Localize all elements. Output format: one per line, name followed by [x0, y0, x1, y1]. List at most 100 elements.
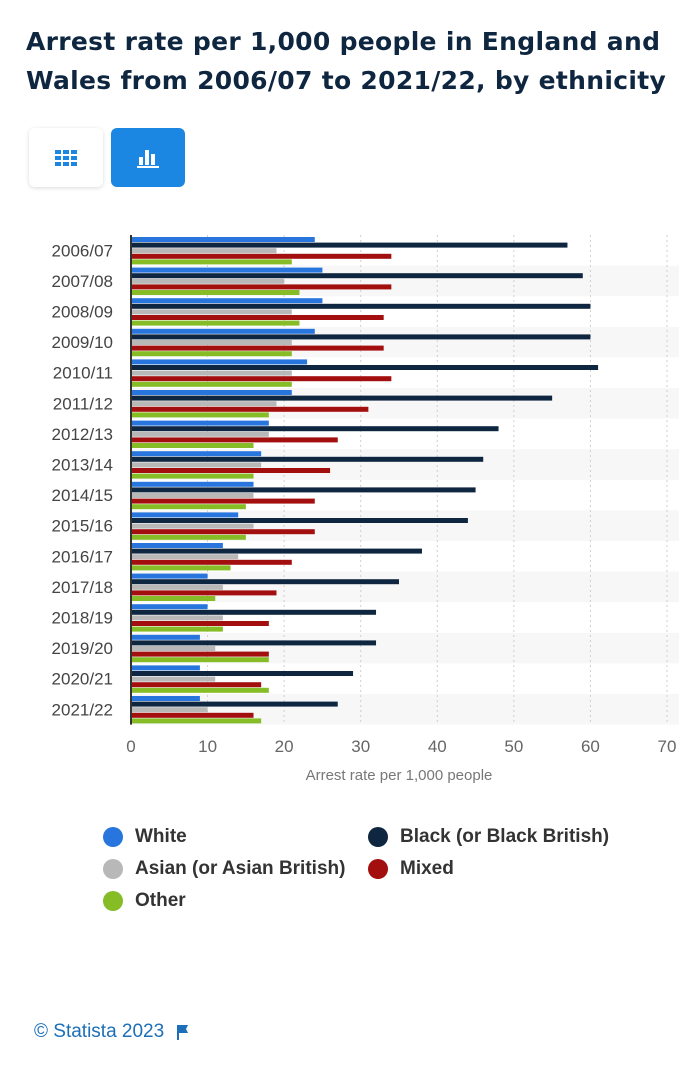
- bar-mixed[interactable]: [131, 498, 315, 504]
- bar-black[interactable]: [131, 273, 583, 279]
- bar-black[interactable]: [131, 487, 476, 493]
- bar-asian[interactable]: [131, 278, 285, 284]
- bar-mixed[interactable]: [131, 559, 292, 565]
- bar-mixed[interactable]: [131, 406, 369, 412]
- bar-mixed[interactable]: [131, 682, 262, 688]
- y-tick-label: 2014/15: [52, 486, 113, 505]
- bar-mixed[interactable]: [131, 345, 384, 351]
- bar-mixed[interactable]: [131, 376, 392, 382]
- bar-white[interactable]: [131, 573, 208, 579]
- bar-white[interactable]: [131, 267, 323, 273]
- legend-swatch: [103, 827, 123, 847]
- y-tick-label: 2012/13: [52, 425, 113, 444]
- bar-black[interactable]: [131, 365, 599, 370]
- bar-black[interactable]: [131, 671, 354, 676]
- bar-other[interactable]: [131, 473, 254, 479]
- bar-white[interactable]: [131, 634, 200, 640]
- bar-white[interactable]: [131, 390, 292, 395]
- y-tick-label: 2011/12: [53, 394, 113, 413]
- bar-asian[interactable]: [131, 523, 254, 529]
- bar-white[interactable]: [131, 665, 200, 671]
- y-tick-label: 2006/07: [52, 241, 113, 260]
- bar-white[interactable]: [131, 328, 315, 334]
- bar-mixed[interactable]: [131, 284, 392, 290]
- bar-asian[interactable]: [131, 493, 254, 498]
- bar-black[interactable]: [131, 579, 399, 585]
- bar-asian[interactable]: [131, 431, 269, 437]
- bar-asian[interactable]: [131, 401, 277, 407]
- bar-white[interactable]: [131, 604, 208, 610]
- bar-white[interactable]: [131, 298, 323, 304]
- bar-other[interactable]: [131, 718, 262, 724]
- bar-asian[interactable]: [131, 615, 223, 621]
- bar-black[interactable]: [131, 548, 422, 554]
- bar-black[interactable]: [131, 395, 553, 401]
- bar-asian[interactable]: [131, 370, 292, 376]
- bar-white[interactable]: [131, 451, 262, 457]
- bar-asian[interactable]: [131, 309, 292, 315]
- bar-black[interactable]: [131, 701, 338, 707]
- bar-black[interactable]: [131, 456, 484, 462]
- bar-black[interactable]: [131, 609, 377, 615]
- bar-asian[interactable]: [131, 707, 208, 713]
- bar-other[interactable]: [131, 351, 292, 357]
- bar-other[interactable]: [131, 596, 216, 601]
- bar-white[interactable]: [131, 420, 269, 426]
- bar-white[interactable]: [131, 543, 223, 548]
- footer: © Statista 2023: [34, 1021, 190, 1043]
- y-tick-label: 2016/17: [52, 547, 113, 566]
- chart-view-button[interactable]: [111, 128, 185, 187]
- bar-asian[interactable]: [131, 340, 292, 345]
- bar-black[interactable]: [131, 334, 591, 340]
- bar-white[interactable]: [131, 512, 239, 518]
- bar-mixed[interactable]: [131, 621, 269, 626]
- bar-other[interactable]: [131, 320, 300, 326]
- bar-black[interactable]: [131, 303, 591, 309]
- legend-swatch: [103, 891, 123, 911]
- bar-asian[interactable]: [131, 554, 239, 560]
- bar-mixed[interactable]: [131, 468, 331, 473]
- bar-white[interactable]: [131, 481, 254, 487]
- y-tick-label: 2007/08: [52, 272, 113, 291]
- legend-item-asian[interactable]: Asian (or Asian British): [103, 858, 345, 880]
- bar-black[interactable]: [131, 518, 468, 523]
- x-tick-label: 10: [198, 737, 217, 756]
- bar-mixed[interactable]: [131, 712, 254, 718]
- bar-black[interactable]: [131, 640, 377, 646]
- bar-mixed[interactable]: [131, 253, 392, 259]
- bar-other[interactable]: [131, 565, 231, 571]
- legend-item-white[interactable]: White: [103, 826, 187, 848]
- bar-other[interactable]: [131, 504, 246, 510]
- legend-item-black[interactable]: Black (or Black British): [368, 826, 609, 848]
- bar-asian[interactable]: [131, 248, 277, 254]
- bar-other[interactable]: [131, 412, 269, 418]
- bar-other[interactable]: [131, 657, 269, 663]
- legend-item-other[interactable]: Other: [103, 890, 186, 912]
- bar-other[interactable]: [131, 443, 254, 448]
- bar-other[interactable]: [131, 381, 292, 387]
- bar-black[interactable]: [131, 426, 499, 432]
- bar-asian[interactable]: [131, 676, 216, 682]
- bar-mixed[interactable]: [131, 437, 338, 443]
- bar-asian[interactable]: [131, 462, 262, 468]
- table-view-button[interactable]: [29, 128, 103, 187]
- bar-other[interactable]: [131, 687, 269, 693]
- bar-other[interactable]: [131, 626, 223, 632]
- copyright-link[interactable]: © Statista 2023: [34, 1021, 165, 1042]
- bar-white[interactable]: [131, 696, 200, 701]
- bar-other[interactable]: [131, 290, 300, 295]
- bar-other[interactable]: [131, 259, 292, 265]
- bar-black[interactable]: [131, 242, 568, 248]
- bar-white[interactable]: [131, 237, 315, 242]
- bar-asian[interactable]: [131, 584, 223, 590]
- bar-other[interactable]: [131, 534, 246, 540]
- flag-icon[interactable]: [176, 1024, 190, 1040]
- bar-asian[interactable]: [131, 646, 216, 651]
- legend-item-mixed[interactable]: Mixed: [368, 858, 454, 880]
- legend-label: White: [135, 826, 187, 847]
- bar-white[interactable]: [131, 359, 308, 365]
- bar-mixed[interactable]: [131, 315, 384, 320]
- bar-mixed[interactable]: [131, 529, 315, 535]
- bar-mixed[interactable]: [131, 590, 277, 596]
- bar-mixed[interactable]: [131, 651, 269, 657]
